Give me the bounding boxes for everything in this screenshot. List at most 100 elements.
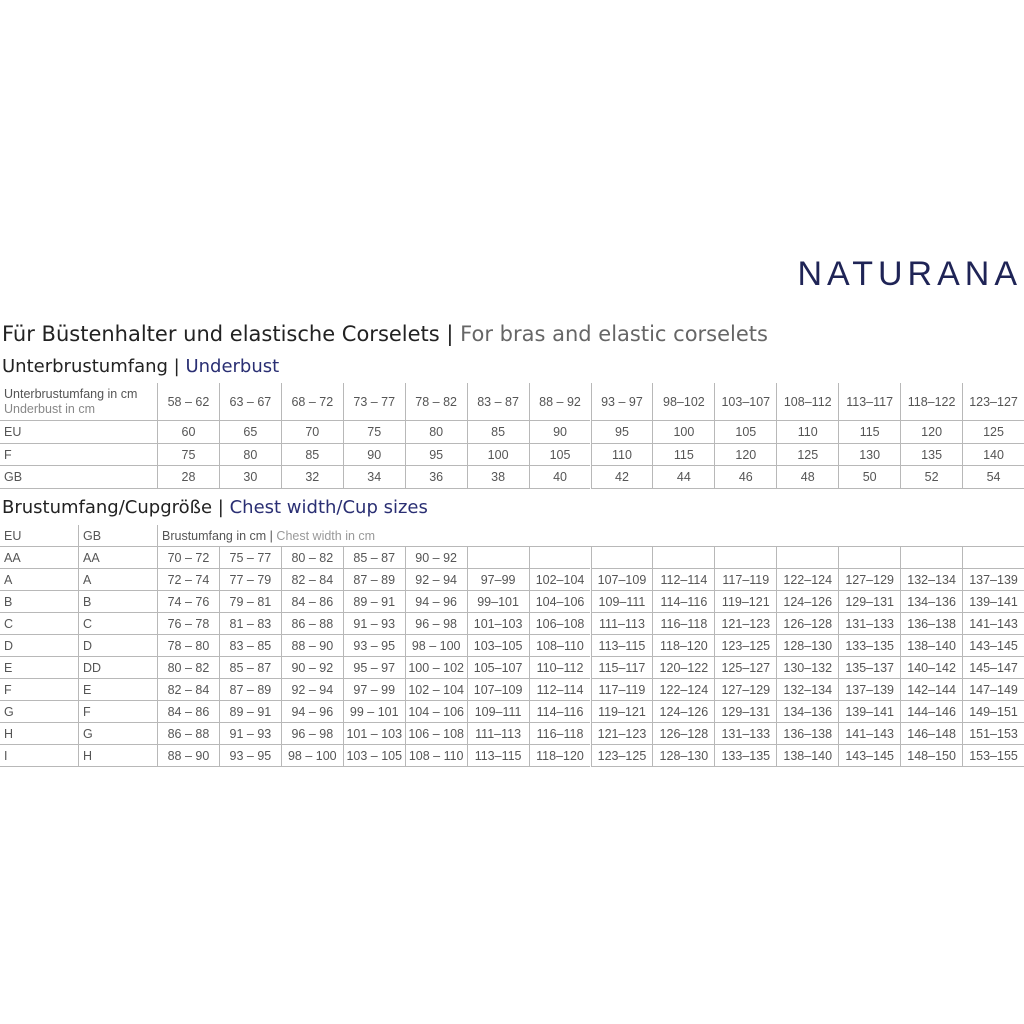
chest-range: 119–121 [590,701,653,723]
chest-range: 141–143 [962,613,1024,635]
cup-gb: F [78,701,157,723]
chest-range: 109–111 [590,591,653,613]
chest-range: 107–109 [466,679,529,701]
chest-range: 117–119 [714,569,777,591]
title-en: For bras and elastic corselets [460,322,768,346]
cup-eu: F [0,679,78,701]
label-en: Underbust in cm [4,402,96,416]
chest-range: 126–128 [652,723,715,745]
chest-range: 96 – 98 [280,723,343,745]
cup-gb: G [78,723,157,745]
chest-range: 136–138 [776,723,839,745]
size-value: 50 [838,466,901,489]
heading-en: Chest width/Cup sizes [229,497,428,518]
chest-range: 129–131 [838,591,901,613]
chest-range: 88 – 90 [280,635,343,657]
cup-eu: I [0,745,78,767]
cup-gb: AA [78,547,157,569]
chest-range: 142–144 [900,679,963,701]
size-value: 70 [280,421,343,444]
size-value: 105 [714,421,777,444]
chest-range: 82 – 84 [280,569,343,591]
chest-range: 117–119 [590,679,653,701]
size-value: 30 [218,466,281,489]
chest-range: 74 – 76 [157,591,219,613]
span-de: Brustumfang in cm | [162,529,273,543]
column-header: 98–102 [652,383,715,421]
chest-range: 128–130 [652,745,715,767]
chest-range: 145–147 [962,657,1024,679]
chest-range: 101–103 [466,613,529,635]
chest-range: 76 – 78 [157,613,219,635]
size-value: 75 [157,443,219,466]
size-value: 100 [652,421,715,444]
column-header: 68 – 72 [280,383,343,421]
chest-range [466,547,529,569]
cup-gb: B [78,591,157,613]
size-value: 80 [404,421,467,444]
size-value: 44 [652,466,715,489]
chest-range: 77 – 79 [218,569,281,591]
chest-range: 108–110 [528,635,591,657]
size-value: 95 [590,421,653,444]
chest-range: 123–125 [590,745,653,767]
size-value: 125 [776,443,839,466]
cup-gb: DD [78,657,157,679]
size-value: 34 [342,466,405,489]
chest-range: 90 – 92 [404,547,467,569]
chest-range: 112–114 [652,569,715,591]
size-value: 120 [714,443,777,466]
column-header: 113–117 [838,383,901,421]
size-value: 46 [714,466,777,489]
chest-range: 116–118 [528,723,591,745]
chest-range: 125–127 [714,657,777,679]
chest-range: 97 – 99 [342,679,405,701]
column-header: 63 – 67 [218,383,281,421]
chest-range: 80 – 82 [280,547,343,569]
chest-range: 149–151 [962,701,1024,723]
chest-range: 118–120 [528,745,591,767]
chest-range [714,547,777,569]
chest-range: 147–149 [962,679,1024,701]
chest-range: 151–153 [962,723,1024,745]
title-de: Für Büstenhalter und elastische Corselet… [2,322,454,346]
chest-range: 143–145 [962,635,1024,657]
size-value: 40 [528,466,591,489]
chest-range: 134–136 [900,591,963,613]
size-value: 38 [466,466,529,489]
chest-range: 93 – 95 [342,635,405,657]
chest-range: 137–139 [838,679,901,701]
column-header: 123–127 [962,383,1024,421]
span-header: Brustumfang in cm | Chest width in cm [157,525,1024,547]
header-label: Unterbrustumfang in cm Underbust in cm [0,383,157,421]
chest-range: 94 – 96 [404,591,467,613]
size-value: 95 [404,443,467,466]
chest-range: 134–136 [776,701,839,723]
chest-range: 121–123 [590,723,653,745]
size-value: 85 [280,443,343,466]
chest-range: 133–135 [714,745,777,767]
chest-range: 122–124 [652,679,715,701]
chest-range: 86 – 88 [280,613,343,635]
chest-range: 106–108 [528,613,591,635]
cups-heading: Brustumfang/Cupgröße | Chest width/Cup s… [2,497,428,518]
chest-range: 118–120 [652,635,715,657]
column-header: 108–112 [776,383,839,421]
heading-de: Unterbrustumfang | [2,356,180,377]
chest-range: 138–140 [900,635,963,657]
chest-range: 107–109 [590,569,653,591]
cup-gb: A [78,569,157,591]
chest-range: 132–134 [776,679,839,701]
chest-range: 103–105 [466,635,529,657]
size-value: 80 [218,443,281,466]
cup-eu: C [0,613,78,635]
chest-range: 87 – 89 [218,679,281,701]
chest-range: 85 – 87 [218,657,281,679]
chest-range: 101 – 103 [342,723,405,745]
chest-range: 121–123 [714,613,777,635]
size-value: 100 [466,443,529,466]
size-value: 110 [590,443,653,466]
chest-range: 89 – 91 [218,701,281,723]
chest-range: 141–143 [838,723,901,745]
